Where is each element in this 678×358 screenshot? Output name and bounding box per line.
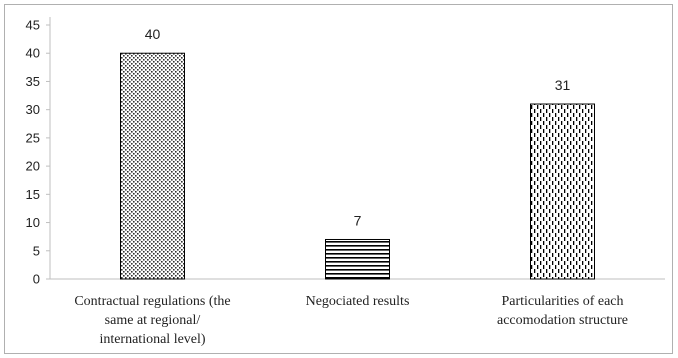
bar <box>530 103 595 280</box>
category-label: Contractual regulations (the same at regi… <box>74 294 230 347</box>
y-tick-label: 40 <box>26 46 40 61</box>
bar <box>325 238 390 280</box>
data-labels: 40 7 31 <box>145 26 571 228</box>
bars <box>120 52 595 280</box>
y-tick-label: 35 <box>26 74 40 89</box>
bar <box>120 52 185 280</box>
y-tick-label: 30 <box>26 102 40 117</box>
bar-chart: 0 5 10 15 20 25 30 35 40 45 40 7 31 Contractual reg… <box>26 17 665 347</box>
category-label-line: Contractual regulations (the <box>74 294 230 309</box>
category-label-line: accomodation structure <box>497 313 628 328</box>
category-labels: Contractual regulations (the same at regi… <box>74 294 628 347</box>
y-tick-label: 5 <box>33 243 40 258</box>
category-label-line: Particularities of each <box>501 294 623 309</box>
category-label-line: Negociated results <box>306 294 410 309</box>
y-tick-label: 20 <box>26 159 40 174</box>
y-tick-label: 45 <box>26 18 40 33</box>
y-axis-ticks: 0 5 10 15 20 25 30 35 40 45 <box>26 18 50 287</box>
chart-frame: 0 5 10 15 20 25 30 35 40 45 40 7 31 Contractual reg… <box>4 4 673 354</box>
category-label-line: same at regional/ <box>105 313 201 328</box>
category-label: Particularities of each accomodation stru… <box>497 294 628 328</box>
y-tick-label: 25 <box>26 130 40 145</box>
data-label: 40 <box>145 26 161 42</box>
data-label: 7 <box>354 212 362 228</box>
y-tick-label: 10 <box>26 215 40 230</box>
category-label: Negociated results <box>306 294 410 309</box>
y-tick-label: 0 <box>33 272 40 287</box>
category-label-line: international level) <box>99 332 205 347</box>
data-label: 31 <box>555 77 571 93</box>
y-tick-label: 15 <box>26 187 40 202</box>
